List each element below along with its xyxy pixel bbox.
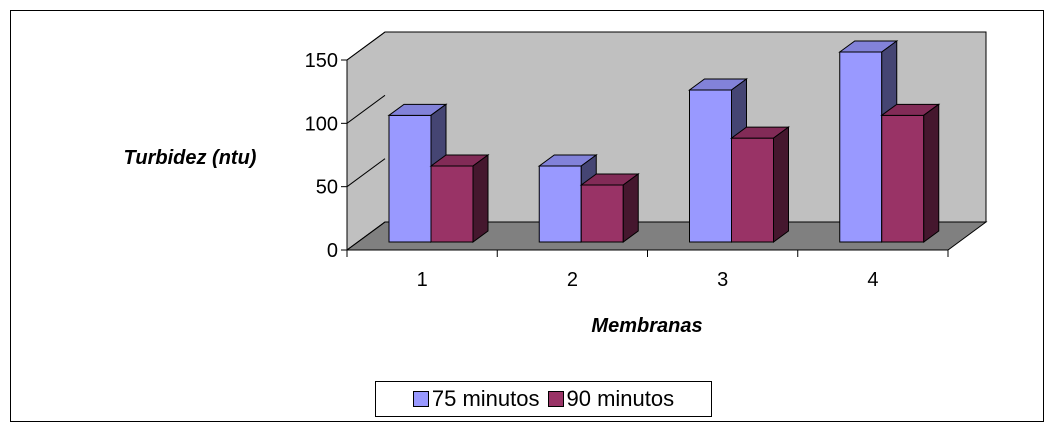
bar-side bbox=[472, 154, 489, 243]
legend-label-75: 75 minutos bbox=[431, 386, 540, 411]
bar-side bbox=[773, 126, 789, 243]
x-tick-label: 2 bbox=[567, 269, 578, 291]
y-tick-wall-line bbox=[346, 221, 386, 251]
legend-item-90: 90 minutos bbox=[547, 386, 675, 412]
x-axis-title: Membranas bbox=[591, 315, 702, 337]
bar bbox=[387, 103, 448, 243]
chart-labels: 0 50 100 150 1 2 3 4 bbox=[305, 50, 879, 291]
chart-bars bbox=[387, 40, 941, 243]
bar-front bbox=[538, 165, 582, 243]
legend-item-75: 75 minutos bbox=[412, 386, 540, 412]
x-tick-label: 4 bbox=[867, 269, 878, 291]
legend-label-90: 90 minutos bbox=[566, 386, 675, 411]
bar-front bbox=[580, 184, 624, 243]
y-tick-wall-line bbox=[346, 158, 386, 188]
bar-front bbox=[839, 51, 883, 243]
y-tick-wall-line bbox=[346, 31, 386, 61]
bar bbox=[579, 173, 640, 243]
y-tick-wall-line bbox=[346, 94, 386, 124]
bar bbox=[880, 103, 941, 243]
bar-side bbox=[622, 173, 639, 243]
legend-swatch-75 bbox=[412, 391, 429, 407]
legend: 75 minutos 90 minutos bbox=[375, 381, 712, 417]
bar-front bbox=[881, 114, 925, 243]
y-tick-label: 100 bbox=[305, 113, 338, 135]
y-tick-label: 50 bbox=[316, 177, 338, 199]
chart-walls bbox=[345, 31, 988, 251]
y-tick-label: 0 bbox=[327, 240, 338, 262]
bar-front bbox=[731, 137, 774, 243]
chart-axes bbox=[341, 31, 949, 257]
bar-front bbox=[388, 114, 432, 243]
bar-front bbox=[689, 89, 732, 243]
y-tick-label: 150 bbox=[305, 50, 338, 72]
bar-side bbox=[923, 103, 940, 243]
bar bbox=[687, 78, 749, 243]
legend-swatch-90 bbox=[547, 391, 564, 407]
x-tick-label: 3 bbox=[717, 269, 728, 291]
bar-front bbox=[430, 165, 474, 243]
x-tick-label: 1 bbox=[417, 269, 428, 291]
y-axis-title: Turbidez (ntu) bbox=[124, 147, 257, 169]
bar bbox=[729, 126, 791, 243]
bar bbox=[429, 154, 490, 243]
